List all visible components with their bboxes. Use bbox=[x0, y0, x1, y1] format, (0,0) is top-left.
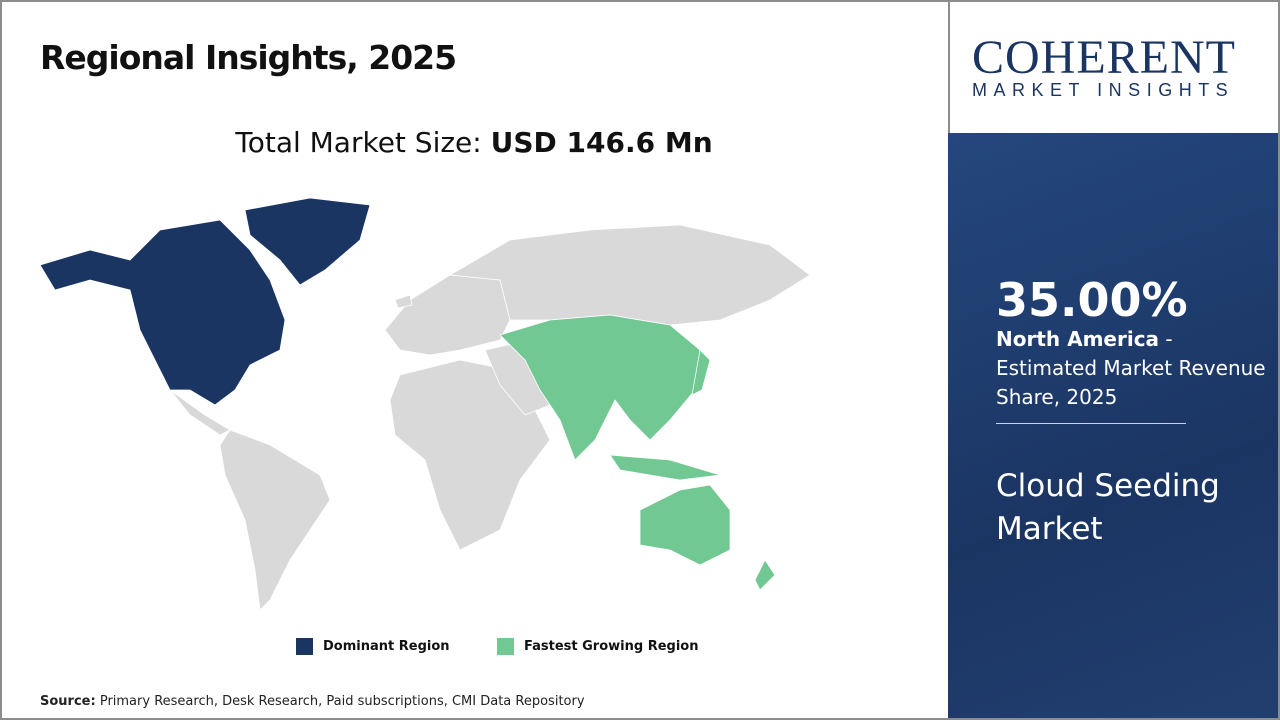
legend-dominant: Dominant Region bbox=[296, 638, 450, 655]
map-north-america bbox=[39, 219, 286, 406]
legend-label-fastest: Fastest Growing Region bbox=[524, 639, 699, 654]
map-central-america bbox=[169, 389, 231, 436]
map-indonesia bbox=[609, 454, 721, 481]
total-market-size: Total Market Size: USD 146.6 Mn bbox=[0, 126, 948, 159]
share-desc-text: - Estimated Market Revenue Share, 2025 bbox=[996, 327, 1266, 409]
map-new-zealand bbox=[754, 559, 776, 591]
map-japan bbox=[691, 349, 711, 396]
logo-name: COHERENT bbox=[972, 31, 1236, 84]
market-size-value: USD 146.6 Mn bbox=[490, 126, 713, 159]
map-australia bbox=[639, 484, 731, 566]
source-text: Primary Research, Desk Research, Paid su… bbox=[99, 694, 585, 709]
source-note: Source: Primary Research, Desk Research,… bbox=[40, 694, 585, 709]
legend-swatch-dominant bbox=[296, 638, 313, 655]
map-greenland bbox=[244, 197, 371, 286]
map-iceland bbox=[394, 294, 413, 309]
divider bbox=[996, 423, 1186, 424]
legend-label-dominant: Dominant Region bbox=[323, 639, 450, 654]
legend-swatch-fastest bbox=[497, 638, 514, 655]
map-russia bbox=[448, 224, 811, 326]
share-description: North America - Estimated Market Revenue… bbox=[996, 325, 1266, 412]
legend-fastest: Fastest Growing Region bbox=[497, 638, 698, 655]
logo-tagline: MARKET INSIGHTS bbox=[972, 80, 1235, 100]
logo: COHERENT MARKET INSIGHTS bbox=[948, 0, 1280, 133]
market-name: Cloud Seeding Market bbox=[996, 468, 1220, 547]
map-europe bbox=[384, 274, 511, 356]
source-label: Source: bbox=[40, 694, 96, 709]
share-region: North America bbox=[996, 327, 1160, 351]
info-panel: 35.00% North America - Estimated Market … bbox=[948, 133, 1280, 720]
share-value: 35.00% bbox=[996, 273, 1188, 327]
world-map bbox=[39, 197, 811, 611]
map-south-america bbox=[219, 429, 331, 611]
map-asia bbox=[499, 314, 701, 461]
side-panel: COHERENT MARKET INSIGHTS 35.00% North Am… bbox=[948, 0, 1280, 720]
page-title: Regional Insights, 2025 bbox=[40, 38, 457, 77]
market-size-label: Total Market Size: bbox=[235, 126, 482, 159]
